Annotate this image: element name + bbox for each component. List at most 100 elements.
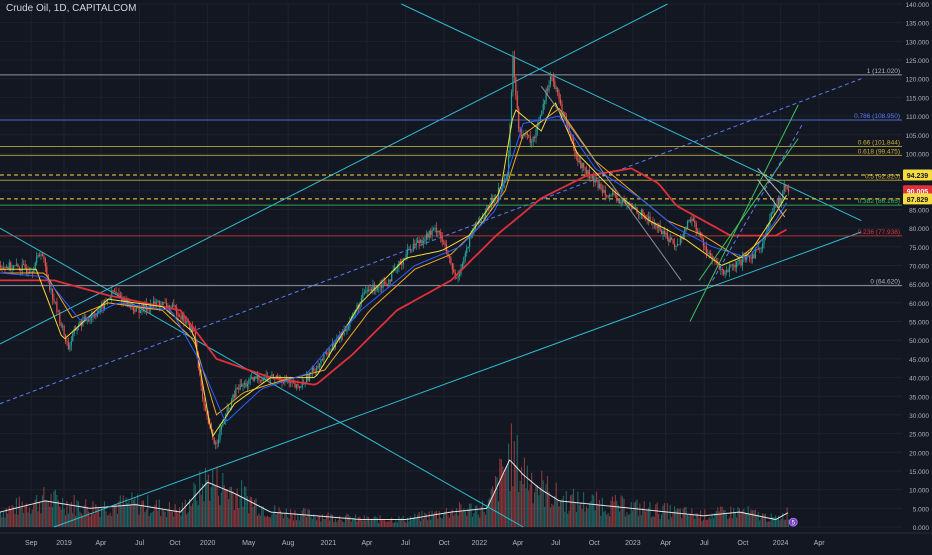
candle-body <box>588 170 591 179</box>
volume-bar <box>125 497 127 527</box>
volume-bar <box>513 441 515 527</box>
volume-bar <box>733 507 735 527</box>
candle-body <box>368 290 370 291</box>
candle-body <box>200 374 202 386</box>
candles <box>0 50 790 450</box>
volume-bar <box>676 508 678 527</box>
volume-bar <box>320 521 322 527</box>
candle-body <box>593 175 595 183</box>
volume-bar <box>241 479 243 527</box>
candle-body <box>578 161 580 163</box>
candle-body <box>616 195 618 201</box>
x-tick-label: Jul <box>401 540 410 547</box>
volume-bar <box>427 520 429 527</box>
candle-body <box>763 237 765 244</box>
volume-bar <box>611 496 614 527</box>
volume-bar <box>643 501 645 527</box>
candle-body <box>415 242 417 246</box>
volume-bar <box>67 513 69 527</box>
candle-body <box>389 279 391 282</box>
candle-body <box>317 366 319 368</box>
volume-bar <box>75 515 77 527</box>
volume-bar <box>415 518 417 527</box>
volume-bar <box>522 484 524 527</box>
volume-bar <box>639 503 641 527</box>
volume-bar <box>649 501 651 527</box>
x-tick-label: 2022 <box>472 540 488 547</box>
candle-body <box>427 233 429 238</box>
price-tag-label: 94.239 <box>907 173 929 180</box>
volume-bar <box>5 508 7 527</box>
volume-bar <box>681 518 683 527</box>
volume-bar <box>747 506 749 527</box>
volume-bar <box>329 520 331 527</box>
candle-body <box>645 215 647 219</box>
volume-bar <box>73 495 75 527</box>
volume-bar <box>119 495 121 527</box>
candle-body <box>53 299 55 302</box>
volume-bar <box>129 505 131 527</box>
volume-bar <box>741 510 743 527</box>
volume-bar <box>583 492 585 527</box>
volume-bar <box>632 510 634 527</box>
candle-body <box>564 112 566 117</box>
volume-bar <box>646 510 648 527</box>
volume-bar <box>444 511 446 527</box>
x-tick-label: Jul <box>135 540 144 547</box>
trend-line <box>540 85 682 281</box>
y-tick-label: 0.000 <box>913 525 930 532</box>
volume-bar <box>242 506 244 527</box>
volume-bar <box>173 516 175 527</box>
volume-bar <box>80 513 82 527</box>
volume-bar <box>375 516 377 527</box>
volume-bar <box>499 458 501 527</box>
volume-bar <box>585 506 588 527</box>
volume-bar <box>672 511 674 527</box>
candle-body <box>363 292 365 294</box>
x-tick-label: Apr <box>814 540 826 547</box>
candle-body <box>773 205 775 213</box>
volume-bar <box>202 483 204 527</box>
candle-body <box>711 255 713 259</box>
volume-bar <box>318 515 321 527</box>
channel-line <box>401 3 862 222</box>
volume-bar <box>385 521 387 527</box>
volume-bar <box>303 507 305 527</box>
volume-bar <box>519 480 521 527</box>
volume-bar <box>691 508 693 527</box>
volume-bar <box>532 503 534 527</box>
candle-body <box>246 383 248 387</box>
volume-bar <box>451 509 453 527</box>
volume-bar <box>49 506 51 527</box>
candle-body <box>25 268 28 273</box>
candle-body <box>300 387 302 389</box>
candle-body <box>31 271 33 273</box>
volume-bar <box>620 495 622 527</box>
volume-bar <box>79 511 81 527</box>
volume-bar <box>307 509 309 527</box>
candle-body <box>658 224 660 228</box>
candle-body <box>5 266 7 268</box>
candle-body <box>639 214 641 216</box>
volume-bar <box>109 512 111 527</box>
candle-body <box>1 267 3 269</box>
volume-bar <box>417 514 419 527</box>
candle-body <box>727 270 729 272</box>
volume-bar <box>767 521 769 527</box>
volume-bar <box>226 488 228 527</box>
volume-bar <box>347 514 349 527</box>
volume-bar <box>552 505 554 527</box>
volume-bar <box>528 490 530 527</box>
volume-bar <box>193 482 195 527</box>
candle-body <box>463 257 465 264</box>
volume-bar <box>365 520 367 527</box>
volume-bar <box>692 514 694 527</box>
volume-bar <box>555 482 557 527</box>
volume-bar <box>728 517 730 527</box>
volume-bar <box>56 494 58 527</box>
candle-body <box>754 249 756 259</box>
volume-bar <box>154 504 156 527</box>
volume-bar <box>688 515 690 527</box>
x-tick-label: Jul <box>551 540 560 547</box>
